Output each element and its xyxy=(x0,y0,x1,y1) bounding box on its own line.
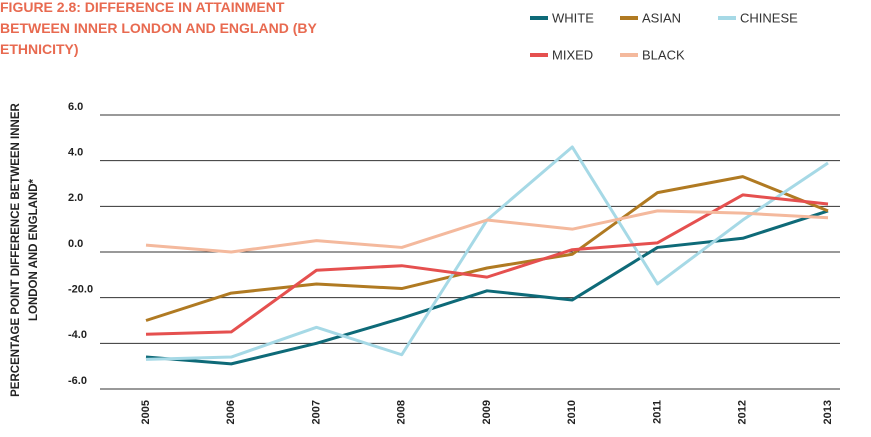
y-tick-label: 6.0 xyxy=(68,101,83,113)
legend-label: CHINESE xyxy=(740,10,798,25)
x-tick-label: 2013 xyxy=(822,400,834,424)
y-tick-label: 0.0 xyxy=(68,238,83,250)
y-tick-label: -20.0 xyxy=(68,284,93,296)
y-tick-label: -4.0 xyxy=(68,329,87,341)
chart-title: FIGURE 2.8: DIFFERENCE IN ATTAINMENT BET… xyxy=(0,0,317,57)
legend-label: BLACK xyxy=(642,47,685,62)
legend-label: ASIAN xyxy=(642,10,681,25)
x-tick-label: 2010 xyxy=(566,400,578,424)
series-line xyxy=(145,209,829,254)
y-tick-label: -6.0 xyxy=(68,375,87,387)
x-tick-label: 2008 xyxy=(396,400,408,424)
legend-label: MIXED xyxy=(552,47,593,62)
series-line xyxy=(145,175,829,322)
series-line xyxy=(145,193,829,336)
x-tick-label: 2007 xyxy=(310,400,322,424)
y-tick-label: 2.0 xyxy=(68,192,83,204)
x-tick-label: 2011 xyxy=(651,400,663,424)
x-tick-label: 2012 xyxy=(737,400,749,424)
x-tick-label: 2006 xyxy=(225,400,237,424)
x-tick-label: 2009 xyxy=(481,400,493,424)
y-tick-label: 4.0 xyxy=(68,147,83,159)
legend-label: WHITE xyxy=(552,10,594,25)
x-tick-label: 2005 xyxy=(140,400,152,424)
